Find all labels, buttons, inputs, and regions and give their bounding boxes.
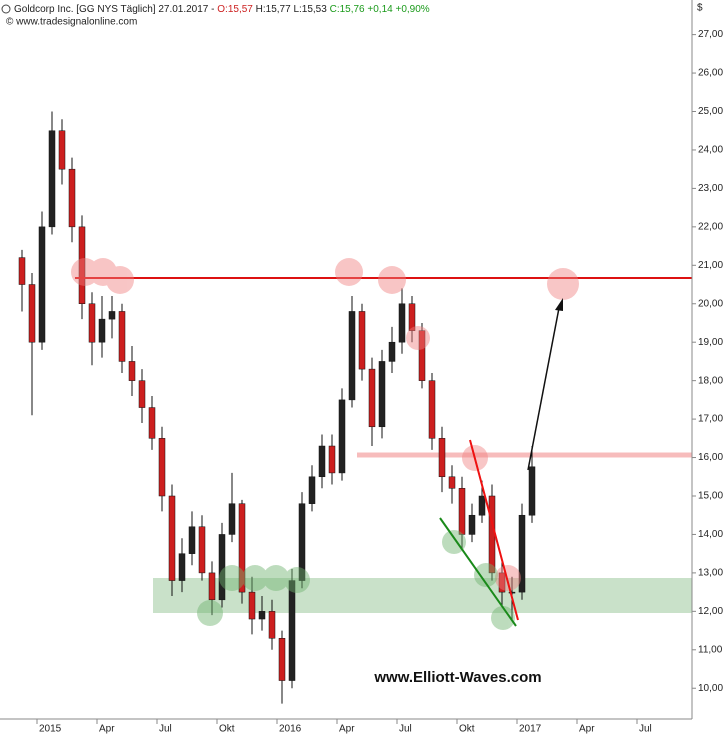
candle-body	[58, 130, 66, 170]
candle-body	[88, 303, 96, 343]
y-tick-label: 23,00	[698, 183, 723, 194]
candle-body	[208, 572, 216, 601]
x-tick-label: Apr	[99, 724, 115, 735]
y-tick-label: 20,00	[698, 298, 723, 309]
x-tick-label: Jul	[639, 724, 652, 735]
x-tick-label: 2017	[519, 724, 542, 735]
candle-body	[398, 303, 406, 343]
y-tick-label: 12,00	[698, 606, 723, 617]
x-tick-label: Okt	[459, 724, 475, 735]
candle-body	[238, 503, 246, 593]
y-tick-label: 19,00	[698, 337, 723, 348]
x-tick-label: 2015	[39, 724, 62, 735]
candle-body	[178, 553, 186, 581]
candle-body	[308, 476, 316, 504]
header-icon	[1, 4, 11, 14]
quote-open: O:15,57	[217, 4, 253, 15]
trend-line	[469, 439, 519, 621]
x-tick-label: Apr	[579, 724, 595, 735]
x-tick-label: Jul	[399, 724, 412, 735]
candle-body	[448, 476, 456, 489]
y-tick-label: 26,00	[698, 68, 723, 79]
candle-body	[128, 361, 136, 381]
candle-body	[28, 284, 36, 343]
candle-body	[148, 407, 156, 439]
y-axis-label: $	[697, 3, 703, 14]
projection-arrow	[527, 307, 560, 471]
candle-body	[488, 495, 496, 574]
support-circles	[197, 530, 515, 630]
y-tick-label: 24,00	[698, 145, 723, 156]
candle-body	[468, 514, 476, 535]
candle-body	[458, 488, 466, 535]
candle-body	[288, 580, 296, 681]
candle-body	[218, 534, 226, 601]
candle-body	[188, 526, 196, 554]
candle-body	[388, 341, 396, 362]
x-tick-label: Apr	[339, 724, 355, 735]
chart-title: Goldcorp Inc. [GG NYS Täglich] 27.01.201…	[14, 4, 430, 15]
arrow-head	[555, 298, 563, 311]
candle-body	[328, 445, 336, 474]
candle-body	[438, 438, 446, 478]
candle-body	[478, 495, 486, 516]
candle-body	[368, 368, 376, 428]
candle-body	[518, 514, 526, 593]
candle-body	[418, 330, 426, 381]
candle-body	[108, 311, 116, 320]
candle-body	[318, 445, 326, 478]
y-tick-label: 17,00	[698, 414, 723, 425]
quote-close: C:15,76 +0,14 +0,90%	[330, 4, 430, 15]
candle-body	[278, 638, 286, 681]
candle-body	[228, 503, 236, 535]
chart-subtitle: © www.tradesignalonline.com	[6, 17, 137, 28]
y-tick-label: 11,00	[698, 644, 723, 655]
trend-line	[439, 517, 517, 627]
candle-body	[78, 226, 86, 304]
candle-body	[508, 591, 516, 594]
quote-high-low: H:15,77 L:15,53	[256, 4, 328, 15]
x-tick-label: Okt	[219, 724, 235, 735]
candle-body	[378, 361, 386, 428]
y-tick-label: 16,00	[698, 452, 723, 463]
candle-body	[338, 399, 346, 474]
candle-body	[498, 572, 506, 593]
y-tick-label: 15,00	[698, 491, 723, 502]
candle-body	[98, 318, 106, 343]
candle-body	[348, 311, 356, 401]
candles	[18, 111, 536, 704]
candle-body	[248, 591, 256, 620]
candle-body	[298, 503, 306, 581]
candle-body	[358, 311, 366, 370]
candle-body	[428, 380, 436, 439]
candle-body	[158, 438, 166, 497]
y-tick-label: 22,00	[698, 221, 723, 232]
candle-body	[48, 130, 56, 228]
x-tick-label: Jul	[159, 724, 172, 735]
x-tick-label: 2016	[279, 724, 302, 735]
y-tick-label: 18,00	[698, 375, 723, 386]
y-tick-label: 21,00	[698, 260, 723, 271]
candle-body	[118, 311, 126, 362]
y-tick-label: 13,00	[698, 568, 723, 579]
candle-body	[68, 168, 76, 228]
candle-body	[38, 226, 46, 343]
candle-body	[168, 495, 176, 581]
watermark: www.Elliott-Waves.com	[373, 669, 541, 686]
candle-body	[268, 611, 276, 639]
candle-body	[258, 611, 266, 620]
candle-body	[408, 303, 416, 331]
candle-body	[18, 257, 26, 285]
y-tick-label: 14,00	[698, 529, 723, 540]
y-tick-label: 27,00	[698, 29, 723, 40]
candle-body	[138, 380, 146, 408]
candle-body	[198, 526, 206, 574]
candle-body	[528, 466, 536, 516]
y-tick-label: 10,00	[698, 683, 723, 694]
y-tick-label: 25,00	[698, 106, 723, 117]
title: Goldcorp Inc. [GG NYS Täglich] 27.01.201…	[14, 4, 214, 15]
highlight-circles	[71, 258, 579, 591]
